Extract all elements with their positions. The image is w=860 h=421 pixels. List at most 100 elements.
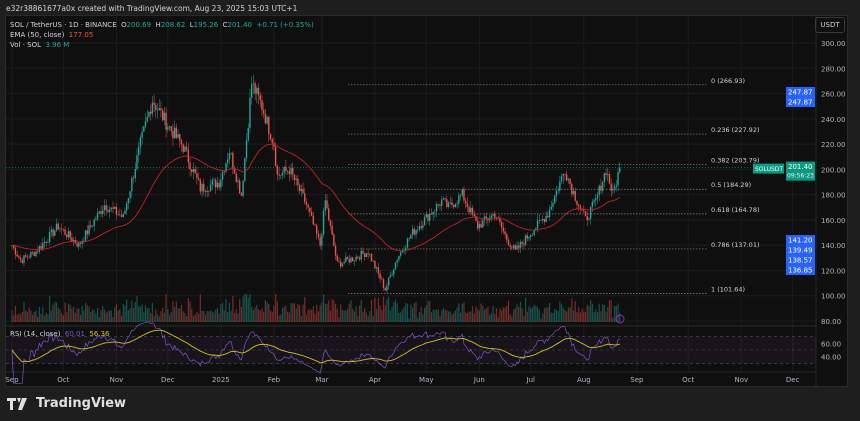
candle-body xyxy=(67,231,70,238)
ema-line xyxy=(11,143,621,252)
ema-legend[interactable]: EMA (50, close) 177.05 xyxy=(10,31,93,39)
volume-bar xyxy=(254,307,256,322)
volume-bar xyxy=(264,299,266,322)
candle-body xyxy=(69,231,71,238)
candle-body xyxy=(381,278,383,280)
volume-bar xyxy=(477,308,479,322)
candle-body xyxy=(310,211,313,216)
volume-bar xyxy=(100,310,102,322)
candle-body xyxy=(278,174,280,176)
volume-bar xyxy=(562,307,564,322)
candle-body xyxy=(223,171,225,173)
volume-bar xyxy=(292,303,294,322)
volume-bar xyxy=(391,307,393,322)
volume-bar xyxy=(434,310,436,322)
volume-bar xyxy=(225,298,227,322)
volume-bar xyxy=(50,310,52,322)
y-tick-label: 180.00 xyxy=(821,192,846,200)
rsi-legend[interactable]: RSI (14, close) 60.01 56.36 xyxy=(10,330,109,338)
x-tick-label: Jul xyxy=(526,376,536,384)
volume-bar xyxy=(124,305,126,322)
volume-bar xyxy=(595,309,597,322)
volume-bar xyxy=(55,302,58,322)
candle-body xyxy=(259,95,261,101)
volume-bar xyxy=(430,312,433,322)
candle-body xyxy=(396,259,398,263)
candle-body xyxy=(500,222,503,228)
volume-bar xyxy=(156,314,159,322)
volume-bar xyxy=(307,310,309,322)
x-tick-label: Feb xyxy=(268,376,281,384)
candle-body xyxy=(319,237,321,246)
volume-bar xyxy=(252,310,254,322)
candle-body xyxy=(341,263,344,267)
volume-bar xyxy=(540,318,542,322)
candle-body xyxy=(334,246,337,256)
volume-bar xyxy=(519,301,522,322)
volume-bar xyxy=(494,313,496,322)
candle-body xyxy=(576,200,578,205)
candle-body xyxy=(153,102,155,105)
y-tick-label: 200.00 xyxy=(821,166,846,174)
high-label: H xyxy=(155,21,161,29)
candle-body xyxy=(533,230,535,235)
volume-bar xyxy=(259,310,261,322)
volume-bar xyxy=(126,299,128,322)
volume-bar xyxy=(459,312,462,322)
volume-bar xyxy=(64,302,66,322)
volume-bar xyxy=(112,317,114,322)
candle-body xyxy=(463,189,465,201)
candle-body xyxy=(235,173,237,182)
volume-bar xyxy=(408,318,410,322)
candle-body xyxy=(227,159,229,163)
volume-legend[interactable]: Vol · SOL 3.96 M xyxy=(10,41,69,49)
candle-body xyxy=(78,242,80,247)
volume-bar xyxy=(61,313,63,322)
volume-bar xyxy=(560,304,563,322)
volume-label: Vol · SOL xyxy=(10,41,42,49)
candle-body xyxy=(458,195,460,204)
candle-body xyxy=(542,218,544,221)
candle-body xyxy=(482,220,484,228)
fib-level-label: 0.236 (227.92) xyxy=(711,126,760,134)
volume-bar xyxy=(446,309,448,322)
candle-body xyxy=(151,102,154,114)
candle-body xyxy=(449,202,451,204)
currency-button[interactable]: USDT xyxy=(815,17,845,33)
volume-bar xyxy=(596,312,599,322)
volume-bar xyxy=(155,309,157,322)
volume-bar xyxy=(204,315,207,322)
volume-bar xyxy=(81,305,83,322)
tradingview-logo[interactable]: TradingView xyxy=(7,396,126,411)
candle-body xyxy=(93,219,95,227)
volume-bar xyxy=(98,317,100,322)
candle-body xyxy=(336,255,338,262)
candle-body xyxy=(552,203,554,207)
candle-body xyxy=(427,214,429,221)
x-tick-label: Aug xyxy=(577,376,591,384)
fib-level-label: 0.786 (137.01) xyxy=(711,241,760,249)
candle-body xyxy=(13,245,15,248)
volume-bar xyxy=(74,312,76,322)
volume-bar xyxy=(83,310,85,322)
axis-marker-label: 247.87 xyxy=(788,99,813,107)
candle-body xyxy=(122,213,124,217)
candle-body xyxy=(591,201,594,207)
volume-bar xyxy=(143,312,145,322)
candle-body xyxy=(139,137,142,147)
candle-body xyxy=(199,179,202,192)
candle-body xyxy=(206,190,208,193)
volume-bar xyxy=(76,308,78,322)
candle-body xyxy=(213,179,215,181)
volume-bar xyxy=(150,313,152,322)
volume-bar xyxy=(19,314,22,322)
y-tick-label: 260.00 xyxy=(821,91,846,99)
open-label: O xyxy=(121,21,127,29)
candle-body xyxy=(391,274,393,276)
symbol-title[interactable]: SOL / TetherUS · 1D · BINANCE xyxy=(10,21,117,29)
candle-body xyxy=(283,166,285,173)
volume-bar xyxy=(287,311,289,322)
volume-bar xyxy=(572,310,575,322)
candle-body xyxy=(314,224,316,226)
